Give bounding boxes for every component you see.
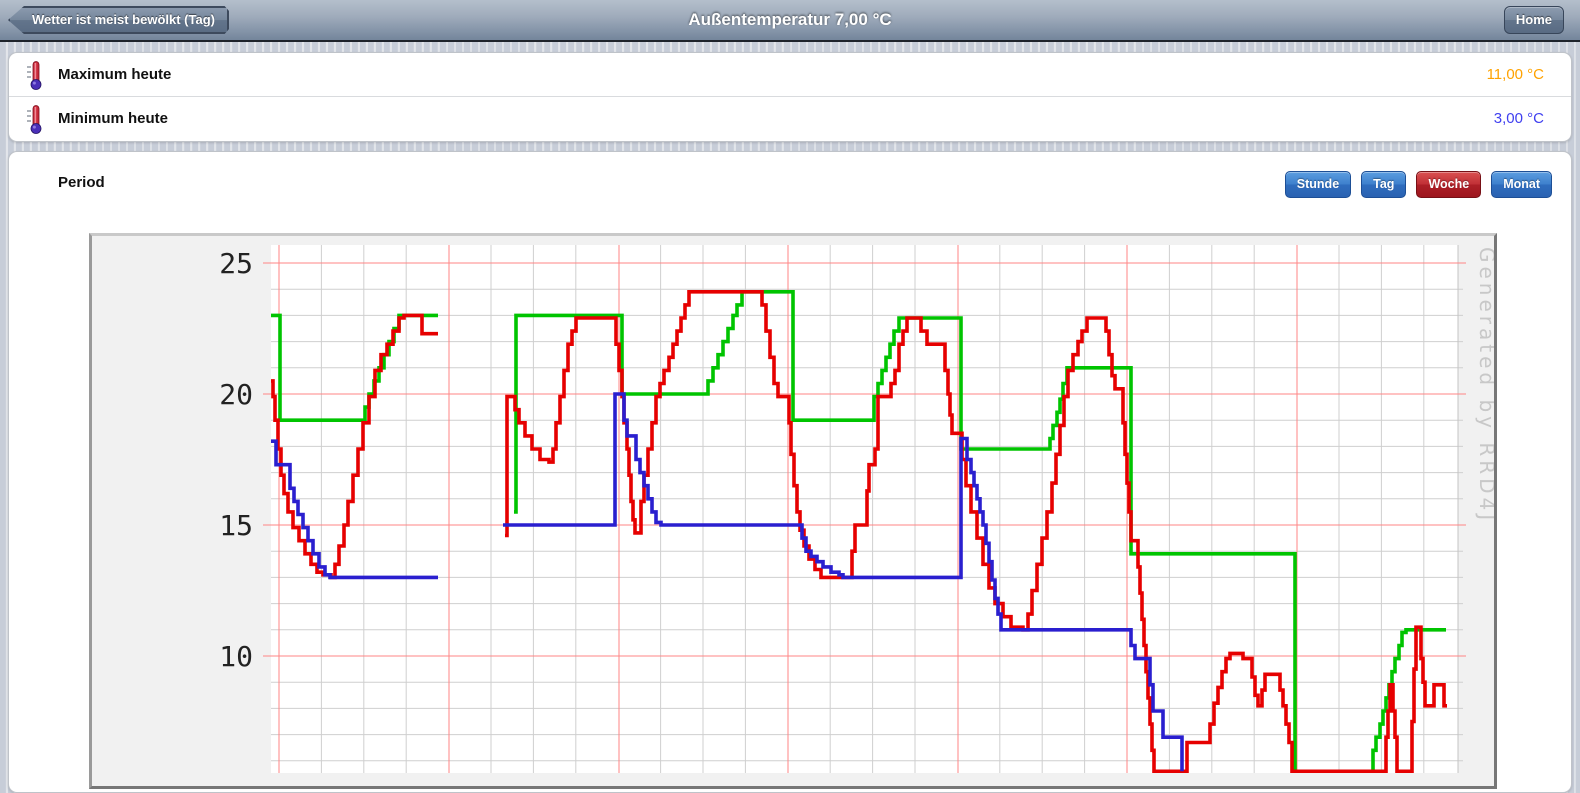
period-button-woche[interactable]: Woche (1416, 171, 1482, 198)
svg-text:25: 25 (219, 247, 253, 280)
stats-card: Maximum heute 11,00 °C Minimum heute 3,0… (8, 52, 1572, 142)
back-button-label: Wetter ist meist bewölkt (Tag) (32, 12, 215, 27)
chart-plot-area: 25 20 15 10 Generated by RRD4J (92, 236, 1494, 773)
svg-text:10: 10 (219, 640, 253, 673)
period-title: Period (58, 174, 105, 191)
stat-label: Minimum heute (58, 110, 169, 127)
thermometer-icon (27, 60, 42, 90)
stat-label: Maximum heute (58, 66, 172, 83)
svg-text:15: 15 (219, 509, 253, 542)
period-button-stunde[interactable]: Stunde (1284, 171, 1352, 198)
period-button-monat[interactable]: Monat (1491, 171, 1552, 198)
stat-row: Minimum heute 3,00 °C (9, 96, 1571, 140)
top-bar: Wetter ist meist bewölkt (Tag) Außentemp… (0, 0, 1580, 42)
stat-value: 11,00 °C (1486, 66, 1544, 83)
period-button-tag[interactable]: Tag (1361, 171, 1407, 198)
home-button[interactable]: Home (1503, 6, 1564, 34)
period-button-group: Stunde Tag Woche Monat (1284, 171, 1552, 198)
temperature-chart: 25 20 15 10 Generated by RRD4J (89, 233, 1497, 789)
svg-text:20: 20 (219, 378, 253, 411)
home-button-label: Home (1515, 12, 1552, 27)
page-title: Außentemperatur 7,00 °C (688, 10, 892, 29)
thermometer-icon (27, 104, 42, 134)
stat-row: Maximum heute 11,00 °C (9, 53, 1571, 96)
svg-text:Generated by RRD4J: Generated by RRD4J (1475, 247, 1494, 524)
stat-value: 3,00 °C (1493, 110, 1544, 127)
back-button[interactable]: Wetter ist meist bewölkt (Tag) (8, 6, 229, 34)
period-card: Period Stunde Tag Woche Monat 25 20 15 10 Ge… (8, 151, 1572, 793)
